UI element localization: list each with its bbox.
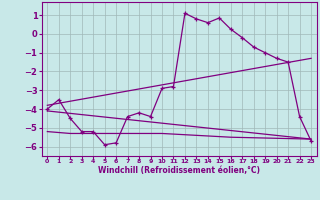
X-axis label: Windchill (Refroidissement éolien,°C): Windchill (Refroidissement éolien,°C) [98,166,260,175]
